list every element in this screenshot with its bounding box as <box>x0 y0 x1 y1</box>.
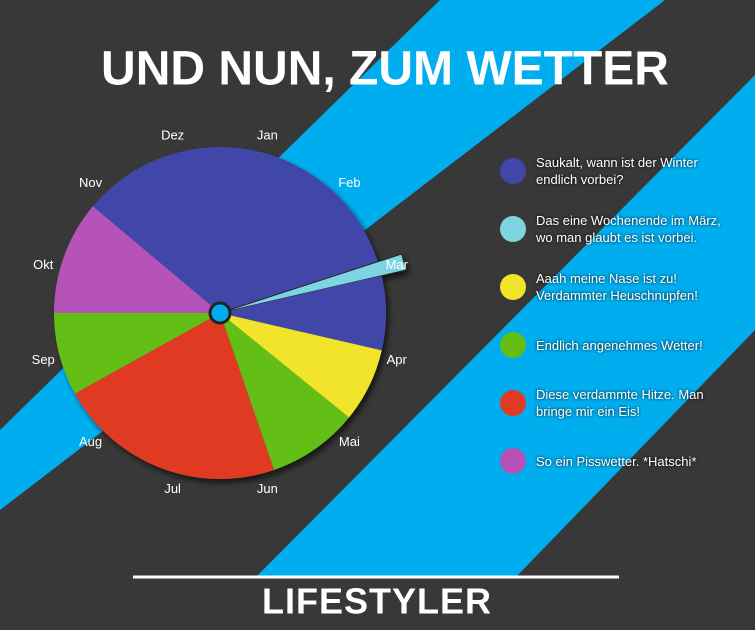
pie-slice <box>74 313 275 479</box>
legend-swatch <box>500 216 526 242</box>
legend-label: So ein Pisswetter. *Hatschi* <box>536 453 697 469</box>
month-label: Jan <box>257 128 278 143</box>
month-label: Sep <box>32 352 55 367</box>
pie-center <box>208 301 232 325</box>
pie-slice <box>220 275 386 351</box>
month-label: Mar <box>386 257 409 272</box>
month-label: Apr <box>387 352 408 367</box>
month-label: Jun <box>257 481 278 496</box>
month-label: Okt <box>33 257 54 272</box>
legend-swatch <box>500 158 526 184</box>
legend-label: Diese verdammte Hitze. Man bringe mir ei… <box>536 387 704 419</box>
chart-title: UND NUN, ZUM WETTER <box>101 43 669 96</box>
legend-swatch <box>500 390 526 416</box>
pie-slice <box>54 206 220 313</box>
legend-label: Saukalt, wann ist der Winter endlich vor… <box>536 155 698 187</box>
legend-item: So ein Pisswetter. *Hatschi* <box>500 432 740 490</box>
legend-item: Diese verdammte Hitze. Man bringe mir ei… <box>500 374 740 432</box>
legend-swatch <box>500 448 526 474</box>
pie-slice <box>54 313 220 394</box>
background-stripe <box>255 75 755 578</box>
month-label: Feb <box>338 175 360 190</box>
month-label: Nov <box>79 175 103 190</box>
pie-slice <box>220 313 382 418</box>
legend-swatch <box>500 274 526 300</box>
legend-label: Aaah meine Nase ist zu! Verdammter Heusc… <box>536 271 698 303</box>
legend-label: Endlich angenehmes Wetter! <box>536 337 703 353</box>
legend-item: Aaah meine Nase ist zu! Verdammter Heusc… <box>500 258 740 316</box>
legend: Saukalt, wann ist der Winter endlich vor… <box>500 142 740 490</box>
brand: LIFESTYLER <box>262 581 492 622</box>
legend-item: Das eine Wochenende im März, wo man glau… <box>500 200 740 258</box>
legend-item: Endlich angenehmes Wetter! <box>500 316 740 374</box>
legend-label: Das eine Wochenende im März, wo man glau… <box>536 213 721 245</box>
legend-swatch <box>500 332 526 358</box>
month-label: Mai <box>339 434 360 449</box>
pie <box>54 147 407 479</box>
pie-slice <box>219 253 407 314</box>
pie-slice <box>220 313 350 470</box>
legend-item: Saukalt, wann ist der Winter endlich vor… <box>500 142 740 200</box>
month-label: Aug <box>79 434 102 449</box>
pie-slice <box>92 147 378 313</box>
month-label: Jul <box>164 481 181 496</box>
month-label: Dez <box>161 128 184 143</box>
